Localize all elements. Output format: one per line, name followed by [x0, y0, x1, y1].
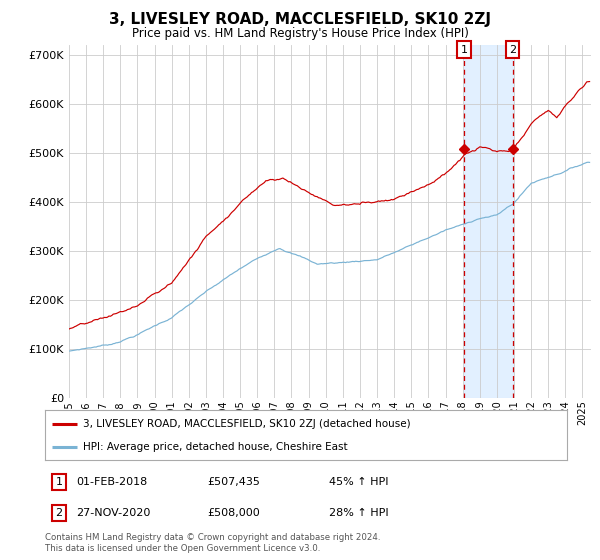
Text: £508,000: £508,000	[207, 508, 260, 518]
Text: 28% ↑ HPI: 28% ↑ HPI	[329, 508, 389, 518]
Text: Contains HM Land Registry data © Crown copyright and database right 2024.
This d: Contains HM Land Registry data © Crown c…	[45, 533, 380, 553]
Text: 2: 2	[509, 45, 516, 55]
Text: 3, LIVESLEY ROAD, MACCLESFIELD, SK10 2ZJ: 3, LIVESLEY ROAD, MACCLESFIELD, SK10 2ZJ	[109, 12, 491, 27]
Text: 1: 1	[461, 45, 467, 55]
Text: 1: 1	[56, 477, 62, 487]
Text: 2: 2	[56, 508, 62, 518]
Text: 45% ↑ HPI: 45% ↑ HPI	[329, 477, 389, 487]
Text: 01-FEB-2018: 01-FEB-2018	[76, 477, 148, 487]
Text: HPI: Average price, detached house, Cheshire East: HPI: Average price, detached house, Ches…	[83, 442, 347, 452]
Text: 3, LIVESLEY ROAD, MACCLESFIELD, SK10 2ZJ (detached house): 3, LIVESLEY ROAD, MACCLESFIELD, SK10 2ZJ…	[83, 418, 410, 428]
Text: £507,435: £507,435	[207, 477, 260, 487]
Bar	[464, 45, 512, 398]
Text: 27-NOV-2020: 27-NOV-2020	[76, 508, 151, 518]
Text: Price paid vs. HM Land Registry's House Price Index (HPI): Price paid vs. HM Land Registry's House …	[131, 27, 469, 40]
